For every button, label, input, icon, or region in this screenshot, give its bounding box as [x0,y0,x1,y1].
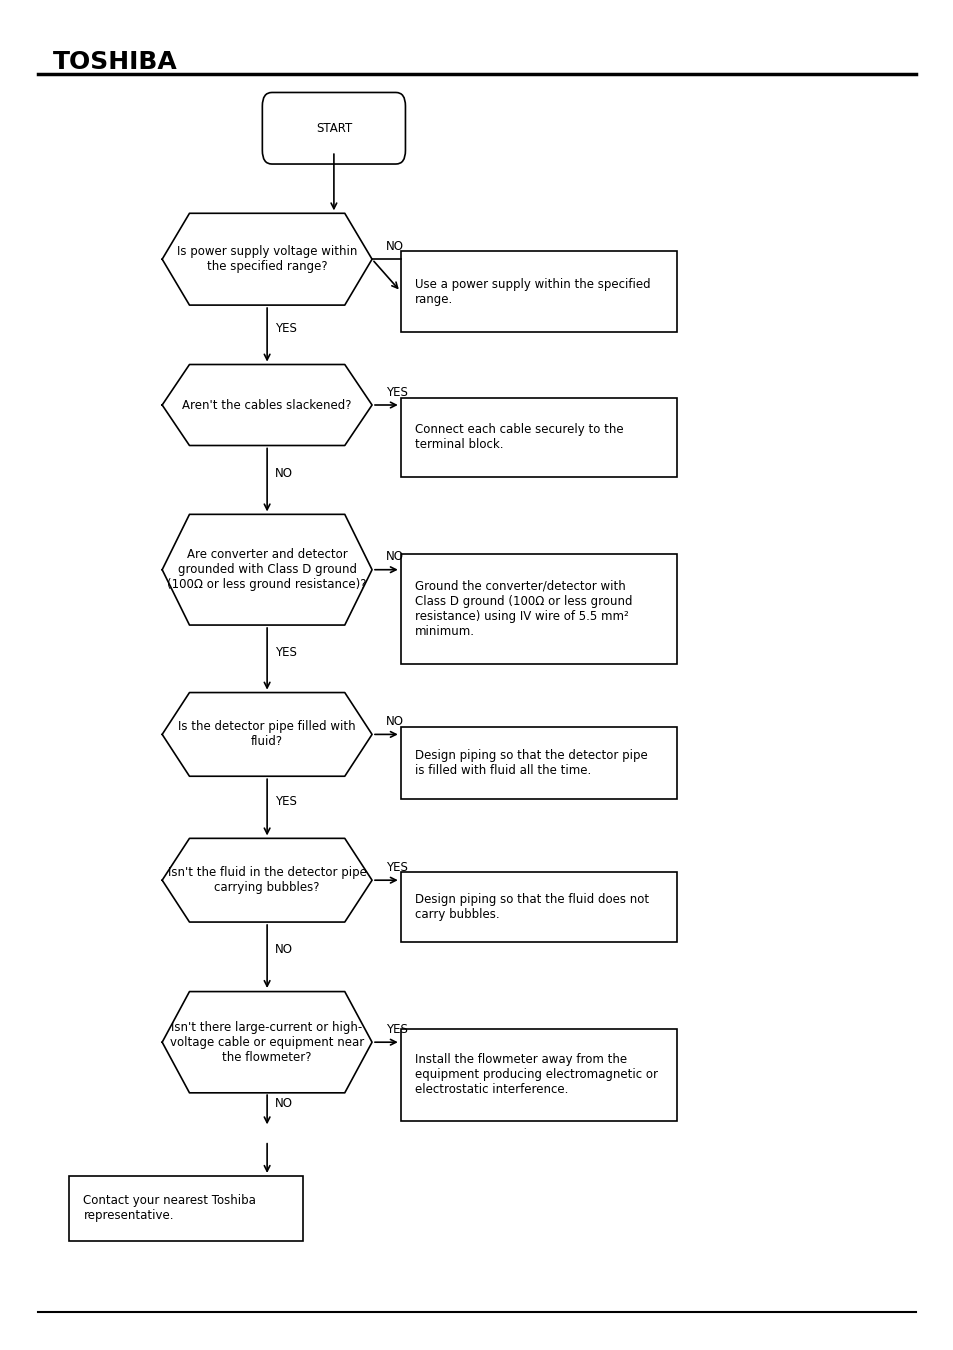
Text: Design piping so that the detector pipe
is filled with fluid all the time.: Design piping so that the detector pipe … [415,749,647,776]
Text: YES: YES [386,386,408,398]
Text: NO: NO [274,1098,293,1110]
Bar [400,872,677,942]
Text: Contact your nearest Toshiba
representative.: Contact your nearest Toshiba representat… [84,1195,256,1222]
Polygon shape [162,364,372,446]
Text: YES: YES [386,861,408,873]
Text: TOSHIBA: TOSHIBA [52,50,177,74]
Text: Are converter and detector
grounded with Class D ground
(100Ω or less ground res: Are converter and detector grounded with… [167,548,367,591]
FancyBboxPatch shape [262,92,405,163]
Text: Aren't the cables slackened?: Aren't the cables slackened? [182,398,352,412]
Polygon shape [162,991,372,1094]
Bar [400,398,677,477]
Text: Ground the converter/detector with
Class D ground (100Ω or less ground
resistanc: Ground the converter/detector with Class… [415,580,632,637]
Text: NO: NO [274,467,293,479]
Text: Install the flowmeter away from the
equipment producing electromagnetic or
elect: Install the flowmeter away from the equi… [415,1053,658,1096]
Text: START: START [315,122,352,135]
Text: YES: YES [274,795,296,807]
Polygon shape [162,213,372,305]
Bar [400,1029,677,1120]
Text: YES: YES [386,1023,408,1035]
Bar [70,1176,303,1241]
Bar [400,728,677,799]
Polygon shape [162,514,372,625]
Bar [400,251,677,332]
Text: Isn't there large-current or high-
voltage cable or equipment near
the flowmeter: Isn't there large-current or high- volta… [170,1021,364,1064]
Polygon shape [162,838,372,922]
Text: Connect each cable securely to the
terminal block.: Connect each cable securely to the termi… [415,424,623,451]
Text: NO: NO [386,716,404,728]
Text: NO: NO [386,240,404,252]
Bar [400,554,677,664]
Text: YES: YES [274,323,296,335]
Text: NO: NO [386,551,404,563]
Polygon shape [162,693,372,776]
Text: Design piping so that the fluid does not
carry bubbles.: Design piping so that the fluid does not… [415,894,648,921]
Text: Use a power supply within the specified
range.: Use a power supply within the specified … [415,278,650,305]
Text: Is the detector pipe filled with
fluid?: Is the detector pipe filled with fluid? [178,721,355,748]
Text: NO: NO [274,944,293,956]
Text: Isn't the fluid in the detector pipe
carrying bubbles?: Isn't the fluid in the detector pipe car… [168,867,366,894]
Text: Is power supply voltage within
the specified range?: Is power supply voltage within the speci… [176,246,357,273]
Text: YES: YES [274,647,296,659]
